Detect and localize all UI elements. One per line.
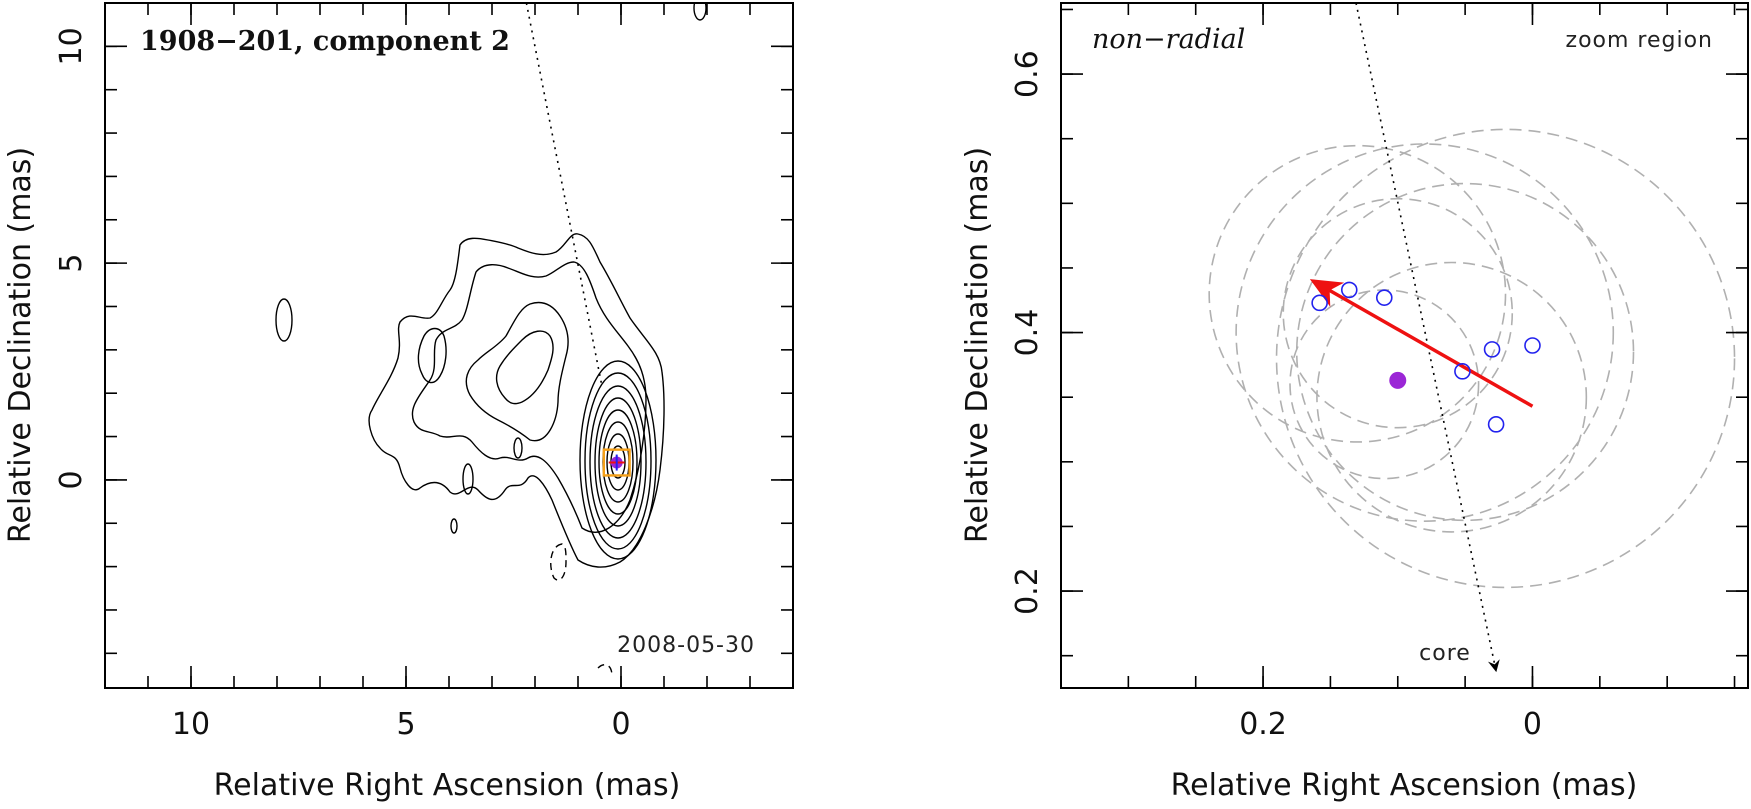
uncertainty-circle (1282, 197, 1514, 429)
negative-contour (597, 664, 613, 677)
contour-level (594, 397, 642, 527)
right-plot-frame (1060, 2, 1749, 689)
uncertainty-circle (1235, 143, 1615, 522)
contour-level (417, 327, 447, 384)
core-direction-arrow (1355, 3, 1500, 673)
epoch-position-marker (1375, 289, 1393, 306)
left-panel-title: 1908−201, component 2 (140, 26, 510, 57)
core-direction-line (525, 3, 603, 385)
epoch-position-marker (1487, 416, 1505, 433)
contour-level (462, 463, 474, 495)
y-tick-label: 0.6 (1010, 50, 1045, 98)
uncertainty-circle (1316, 261, 1588, 533)
epoch-position-marker (1454, 363, 1471, 380)
y-tick-label: 0.2 (1010, 567, 1045, 615)
x-tick-label: 0 (1523, 707, 1542, 742)
contour-level (693, 3, 707, 21)
contour-level (411, 261, 647, 533)
y-tick-label: 0.4 (1010, 309, 1045, 357)
contour-level (465, 301, 569, 442)
uncertainty-circle (1275, 128, 1736, 589)
uncertainty-circle (1295, 182, 1635, 522)
right-panel-title: non−radial (1092, 24, 1245, 55)
x-tick-label: 5 (396, 707, 415, 742)
zoom-region-label: zoom region (1566, 28, 1713, 53)
epoch-position-marker (1340, 281, 1358, 299)
contour-level (589, 385, 647, 539)
epoch-position-marker (1483, 341, 1501, 358)
contour-level (450, 518, 458, 534)
y-tick-label: 0 (54, 470, 89, 489)
epoch-position-marker (1524, 337, 1541, 354)
contour-level (579, 360, 657, 560)
epoch-position-marker (1311, 294, 1328, 312)
uncertainty-circles (1208, 128, 1736, 589)
epoch-positions (1311, 281, 1541, 433)
x-tick-label: 10 (172, 707, 210, 742)
right-axis-ticks: 0.2 0 0.6 0.4 0.2 (1010, 3, 1748, 742)
contour-level (513, 437, 523, 459)
y-tick-label: 10 (54, 27, 89, 65)
x-tick-label: 0.2 (1239, 707, 1287, 742)
right-y-axis-label: Relative Declination (mas) (960, 147, 995, 543)
y-tick-label: 5 (54, 254, 89, 273)
negative-contour (550, 543, 567, 581)
uncertainty-circle (1208, 144, 1507, 443)
x-tick-label: 0 (611, 707, 630, 742)
left-x-axis-label: Relative Right Ascension (mas) (214, 768, 681, 803)
contour-level (368, 233, 665, 568)
mean-position-marker (1389, 371, 1407, 389)
contour-level (598, 409, 638, 515)
left-plot-frame (104, 2, 794, 689)
core-label: core (1419, 641, 1471, 666)
zoom-plot-area (1208, 3, 1736, 673)
contour-map (275, 3, 707, 677)
contour-level (495, 330, 554, 405)
observation-date: 2008-05-30 (617, 633, 755, 658)
left-axis-ticks: 10 5 0 10 5 0 (54, 2, 794, 742)
left-y-axis-label: Relative Declination (mas) (3, 147, 38, 543)
right-x-axis-label: Relative Right Ascension (mas) (1171, 768, 1638, 803)
velocity-vector-arrow (1309, 279, 1534, 408)
zoom-region-box (602, 448, 631, 477)
contour-level (584, 372, 652, 550)
right-panel: 0.2 0 0.6 0.4 0.2 non−radial zoom region cor… (960, 2, 1749, 803)
left-panel: 10 5 0 10 5 0 1908−201, component 2 2008-05-3… (3, 2, 794, 803)
contour-level (275, 298, 293, 342)
uncertainty-circle (1289, 289, 1480, 480)
